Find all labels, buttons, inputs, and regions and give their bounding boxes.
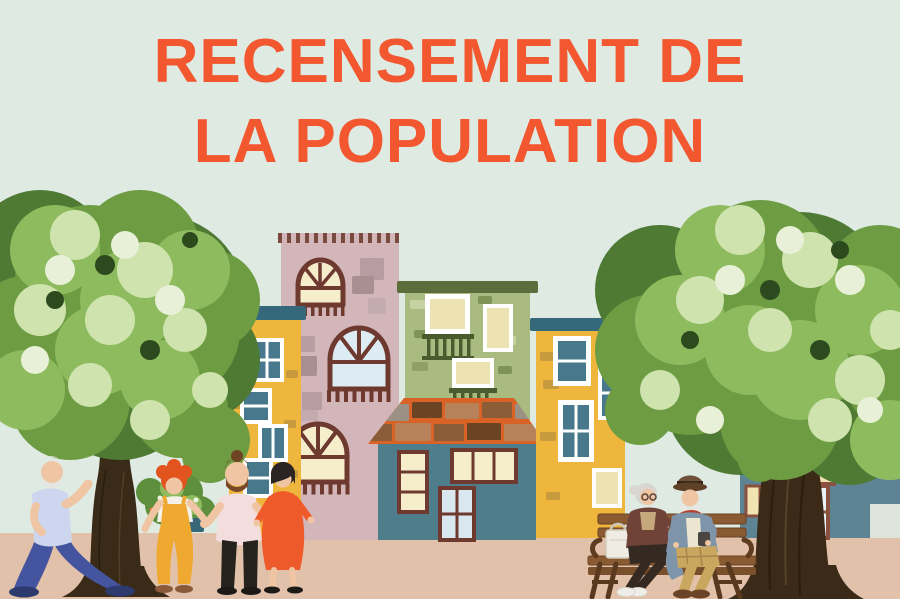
right-tree-canopy [595,200,900,485]
glasses [641,493,649,501]
title-line-2: LA POPULATION [193,107,707,176]
balcony-window-lower [449,358,497,410]
elderly-man-seated [665,475,720,599]
cottage-window-top [450,448,518,484]
elderly-woman-seated [616,483,689,597]
redhead-woman [141,459,211,593]
orange-dress [261,491,305,570]
beard [226,476,248,492]
shoe [105,585,135,597]
head [41,461,63,483]
balcony-window-upper-left [422,294,474,360]
left-tree [0,190,260,597]
elderly-couple-seated [616,475,720,599]
pink-tshirt [216,493,262,546]
arched-window-top [295,257,346,316]
poster-title: RECENSEMENT DE LA POPULATION [0,22,900,182]
shoe [9,586,39,598]
arched-window-middle [327,325,391,402]
orange-dress-woman [253,462,315,594]
cottage-door [438,486,476,542]
teal-cottage [368,398,546,542]
title-line-1: RECENSEMENT DE [153,27,747,96]
hair-bun [231,450,243,462]
left-tree-canopy [0,190,260,483]
overalls [156,504,194,584]
windows [553,336,626,508]
family-holding-hands [141,450,315,595]
window-upper-right [483,304,513,352]
right-tree [595,200,900,599]
white-beard [41,476,63,488]
tote-bag [605,522,631,559]
bun-man [200,450,278,595]
elderly-man-standing [9,456,135,598]
right-yellow-building [530,318,630,538]
cottage-window-left [397,450,429,514]
